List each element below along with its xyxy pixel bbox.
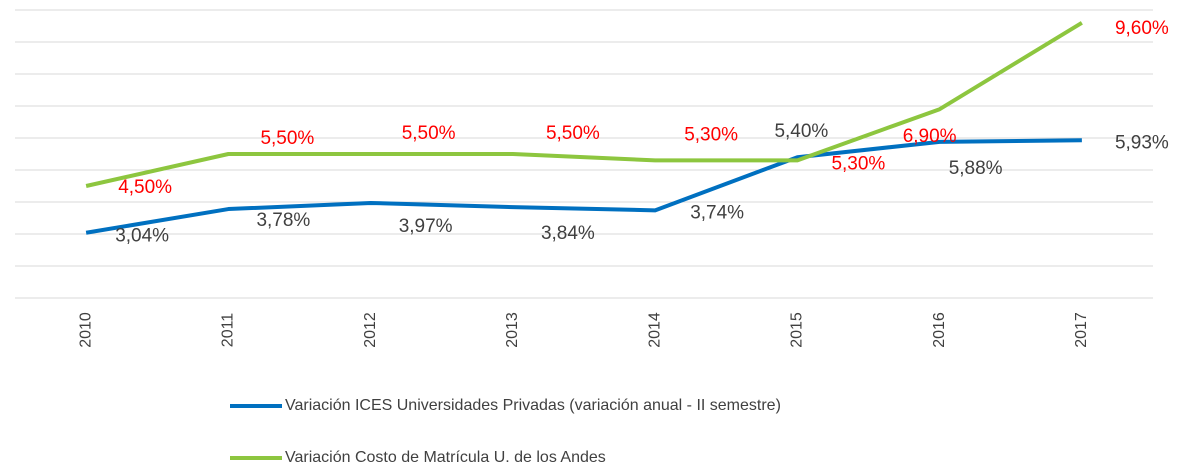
x-tick-label: 2017 xyxy=(1073,312,1090,348)
x-tick-label: 2015 xyxy=(789,312,806,348)
data-label: 3,78% xyxy=(256,210,310,231)
x-tick-label: 2013 xyxy=(504,312,521,348)
data-label: 3,84% xyxy=(541,223,595,244)
x-tick-label: 2016 xyxy=(931,312,948,348)
x-tick-label: 2011 xyxy=(220,313,237,348)
data-label: 5,50% xyxy=(260,128,314,149)
x-tick-label: 2012 xyxy=(362,312,379,348)
data-label: 5,93% xyxy=(1115,132,1169,153)
data-label: 3,97% xyxy=(399,216,453,237)
data-label: 5,40% xyxy=(774,121,828,142)
data-label: 4,50% xyxy=(118,177,172,198)
data-label: 5,30% xyxy=(684,124,738,145)
data-label: 5,50% xyxy=(546,123,600,144)
data-label: 3,74% xyxy=(690,202,744,223)
data-label: 5,88% xyxy=(949,158,1003,179)
x-tick-label: 2010 xyxy=(77,312,94,348)
data-label: 3,04% xyxy=(115,226,169,247)
legend-label: Variación ICES Universidades Privadas (v… xyxy=(285,397,781,414)
data-label: 5,30% xyxy=(831,153,885,174)
series-line xyxy=(85,138,1082,235)
data-label: 5,50% xyxy=(402,123,456,144)
data-label: 6,90% xyxy=(903,126,957,147)
x-tick-label: 2014 xyxy=(646,312,663,348)
series-line xyxy=(85,21,1083,188)
legend-label: Variación Costo de Matrícula U. de los A… xyxy=(285,449,606,466)
data-label: 9,60% xyxy=(1115,18,1169,39)
